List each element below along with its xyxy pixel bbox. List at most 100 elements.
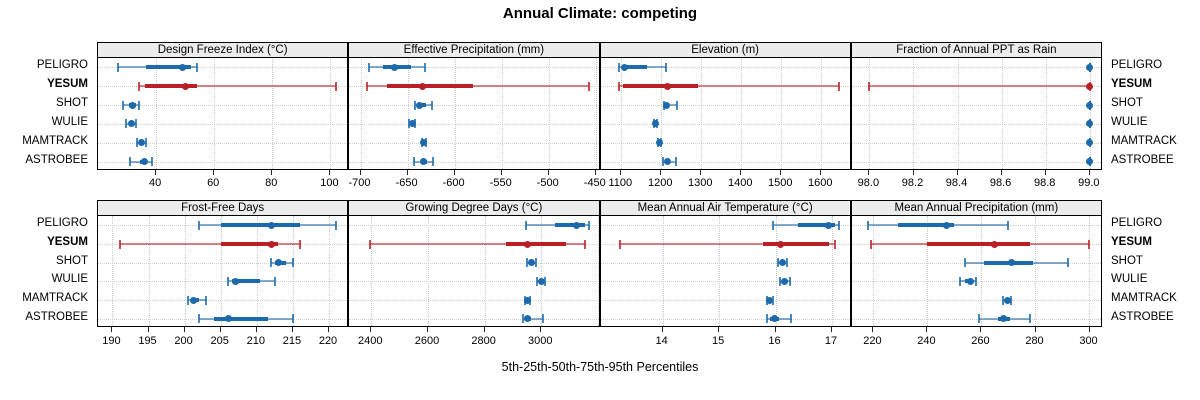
whisker-5th-95th — [523, 317, 543, 320]
whisker-cap — [785, 258, 788, 268]
category-label-right: PELIGRO — [1111, 59, 1163, 72]
whisker-cap — [977, 314, 980, 324]
x-axis-label: 5th-25th-50th-75th-95th Percentiles — [501, 360, 699, 374]
strip-label: Growing Degree Days (°C) — [405, 202, 543, 214]
whisker-cap — [789, 314, 792, 324]
row-guide — [349, 281, 599, 283]
whisker-cap — [777, 258, 780, 268]
strip-label: Fraction of Annual PPT as Rain — [896, 44, 1057, 56]
median-dot — [781, 277, 789, 285]
whisker-cap — [423, 62, 426, 72]
axis-tick — [594, 170, 596, 175]
whisker-cap — [676, 100, 679, 110]
whisker-cap — [144, 138, 147, 148]
gridline — [501, 58, 503, 169]
gridline — [371, 216, 373, 326]
row-guide — [851, 123, 1101, 125]
axis-tick-label: 15 — [711, 335, 725, 347]
whisker-cap — [431, 100, 434, 110]
median-dot — [1086, 139, 1094, 147]
iqr-bar-25th-75th — [213, 316, 268, 321]
category-label-left: ASTROBEE — [25, 310, 88, 323]
axis-tick — [329, 170, 331, 175]
whisker-cap — [661, 157, 664, 167]
iqr-bar-25th-75th — [231, 279, 261, 284]
median-dot — [141, 158, 148, 166]
axis-tick — [406, 170, 408, 175]
whisker-cap — [414, 100, 417, 110]
gridline — [821, 58, 823, 169]
panel-strip: Design Freeze Index (°C) — [97, 42, 349, 58]
panel-mean-annual-precipitation-mm- — [850, 215, 1102, 327]
axis-tick — [1088, 327, 1090, 332]
category-label-left: WULIE — [51, 273, 88, 286]
panel-strip: Mean Annual Air Temperature (°C) — [599, 200, 851, 216]
whisker-cap — [526, 258, 529, 268]
row-guide — [600, 123, 850, 125]
whisker-cap — [1088, 239, 1091, 249]
axis-tick-label: 1400 — [728, 177, 753, 189]
median-dot — [524, 240, 532, 248]
panel-design-freeze-index-c- — [97, 57, 349, 170]
whisker-cap — [674, 157, 677, 167]
gridline — [329, 216, 330, 326]
row-guide — [851, 142, 1101, 144]
whisker-cap — [369, 239, 372, 249]
axis-tick-label: 220 — [318, 335, 338, 347]
median-dot — [824, 221, 832, 229]
whisker-cap — [136, 138, 139, 148]
whisker-cap — [150, 157, 153, 167]
whisker-cap — [291, 258, 294, 268]
category-label-left: PELIGRO — [36, 59, 88, 72]
row-guide — [98, 262, 348, 264]
whisker-cap — [838, 81, 841, 91]
axis-tick — [453, 170, 455, 175]
axis-tick — [500, 170, 502, 175]
whisker-cap — [765, 314, 768, 324]
median-dot — [129, 101, 137, 109]
whisker-cap — [198, 314, 201, 324]
iqr-bar-25th-75th — [622, 65, 648, 70]
whisker-cap — [958, 276, 961, 286]
category-label-left: SHOT — [56, 254, 88, 267]
whisker-cap — [195, 62, 198, 72]
axis-tick-label: 100 — [320, 177, 339, 189]
whisker-cap — [129, 157, 131, 167]
axis-tick — [661, 327, 663, 332]
axis-tick — [820, 170, 822, 175]
median-dot — [967, 277, 975, 285]
axis-tick-label: 195 — [138, 335, 157, 347]
whisker-cap — [124, 119, 127, 129]
category-label-right: MAMTRACK — [1111, 292, 1177, 304]
axis-tick — [547, 170, 549, 175]
whisker-cap — [299, 239, 302, 249]
whisker-cap — [868, 81, 871, 91]
median-dot — [663, 158, 671, 166]
axis-tick — [1088, 170, 1090, 175]
gridline — [484, 216, 486, 326]
axis-tick-label: 40 — [148, 177, 162, 189]
strip-label: Mean Annual Air Temperature (°C) — [637, 202, 813, 214]
axis-tick — [1044, 170, 1046, 175]
median-dot — [178, 63, 186, 71]
axis-tick-label: -500 — [536, 177, 559, 189]
gridline — [873, 216, 875, 326]
axis-tick-label: 205 — [210, 335, 229, 347]
axis-tick — [370, 327, 372, 332]
axis-tick-label: 1600 — [808, 177, 833, 189]
row-guide — [600, 281, 850, 283]
median-dot — [189, 296, 197, 304]
whisker-cap — [522, 314, 525, 324]
whisker-cap — [335, 220, 338, 230]
median-dot — [1007, 259, 1015, 267]
row-guide — [349, 105, 599, 107]
median-dot — [1086, 63, 1094, 71]
whisker-cap — [368, 62, 371, 72]
panel-effective-precipitation-mm- — [348, 57, 600, 170]
axis-tick-label: 98.0 — [857, 177, 880, 189]
category-label-left: WULIE — [51, 115, 88, 128]
whisker-5th-95th — [367, 85, 590, 88]
axis-tick — [291, 327, 293, 332]
axis-tick — [718, 327, 720, 332]
axis-tick — [926, 327, 928, 332]
